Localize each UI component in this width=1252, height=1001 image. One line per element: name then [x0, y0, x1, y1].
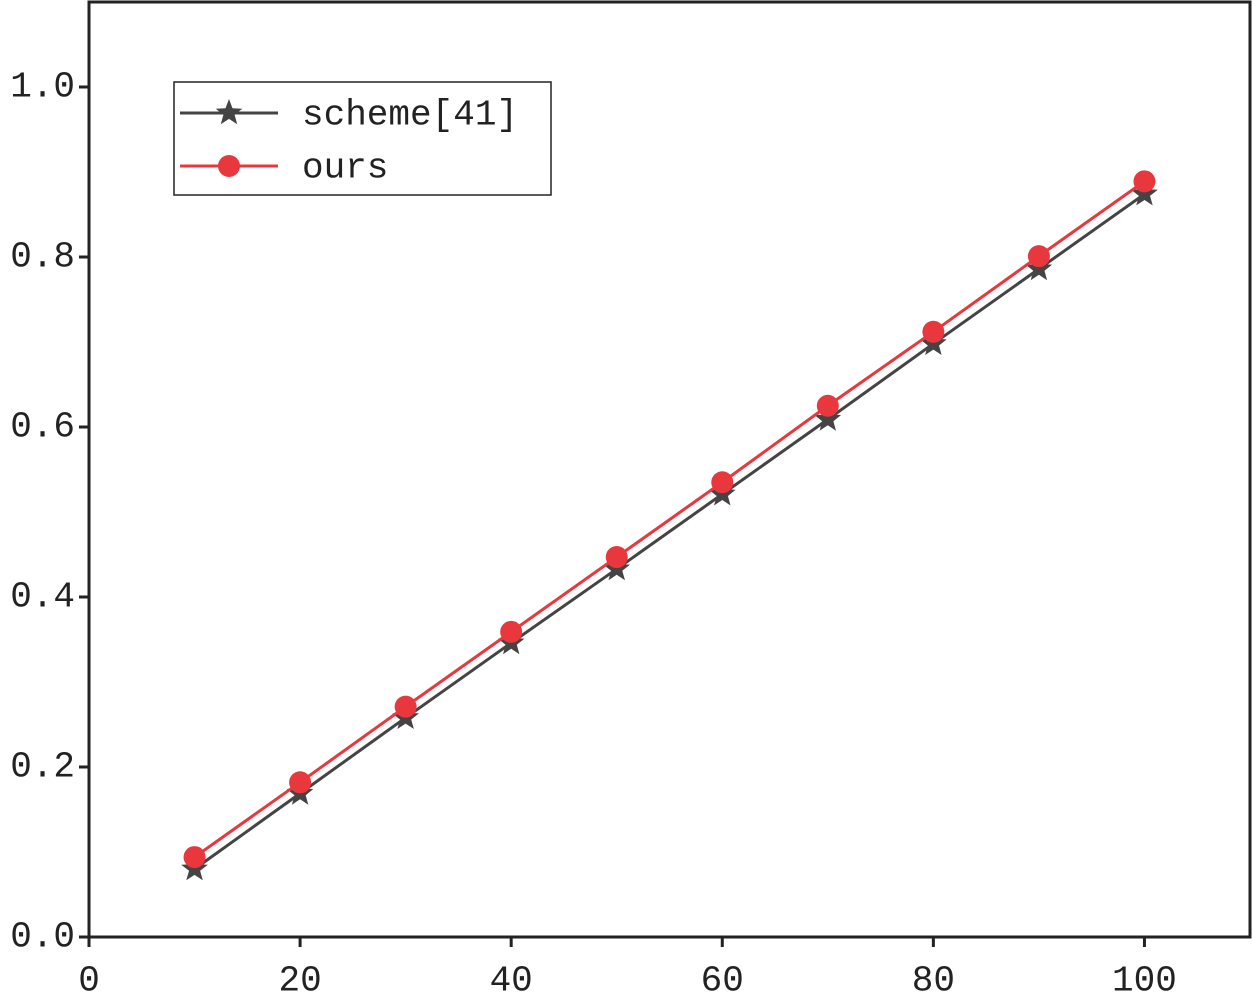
star-marker	[1025, 254, 1053, 281]
plot-frame	[87, 0, 1252, 939]
x-tick-label: 40	[490, 961, 533, 1001]
y-tick-label: 0.6	[10, 407, 75, 448]
circle-marker	[1027, 245, 1050, 268]
circle-marker	[711, 471, 734, 494]
circle-marker	[816, 394, 839, 417]
circle-marker	[500, 620, 523, 643]
y-tick-label: 0.2	[10, 747, 75, 788]
series-line	[193, 180, 1146, 859]
x-tick-label: 60	[701, 961, 744, 1001]
circle-marker	[183, 846, 206, 869]
legend-label: ours	[302, 148, 388, 189]
star-marker	[215, 99, 243, 125]
circle-marker	[218, 155, 240, 177]
x-tick-label: 0	[78, 961, 100, 1001]
x-tick-label: 80	[912, 961, 955, 1001]
circle-marker	[922, 320, 945, 343]
x-tick-label: 100	[1112, 961, 1177, 1001]
circle-marker	[605, 546, 628, 569]
star-marker	[814, 405, 842, 431]
y-tick-label: 0.4	[10, 577, 75, 618]
x-tick-label: 20	[278, 961, 321, 1001]
circle-marker	[1133, 170, 1156, 193]
series-line	[193, 192, 1146, 871]
star-marker	[1131, 180, 1158, 206]
legend-label: scheme[41]	[302, 95, 518, 136]
circle-marker	[289, 771, 312, 794]
legend-frame	[173, 81, 552, 196]
circle-marker	[394, 695, 417, 718]
y-tick-label: 1.0	[10, 67, 75, 108]
legend: scheme[41] ours	[173, 81, 552, 196]
y-tick-label: 0.8	[10, 237, 75, 278]
y-tick-label: 0.0	[10, 917, 75, 958]
